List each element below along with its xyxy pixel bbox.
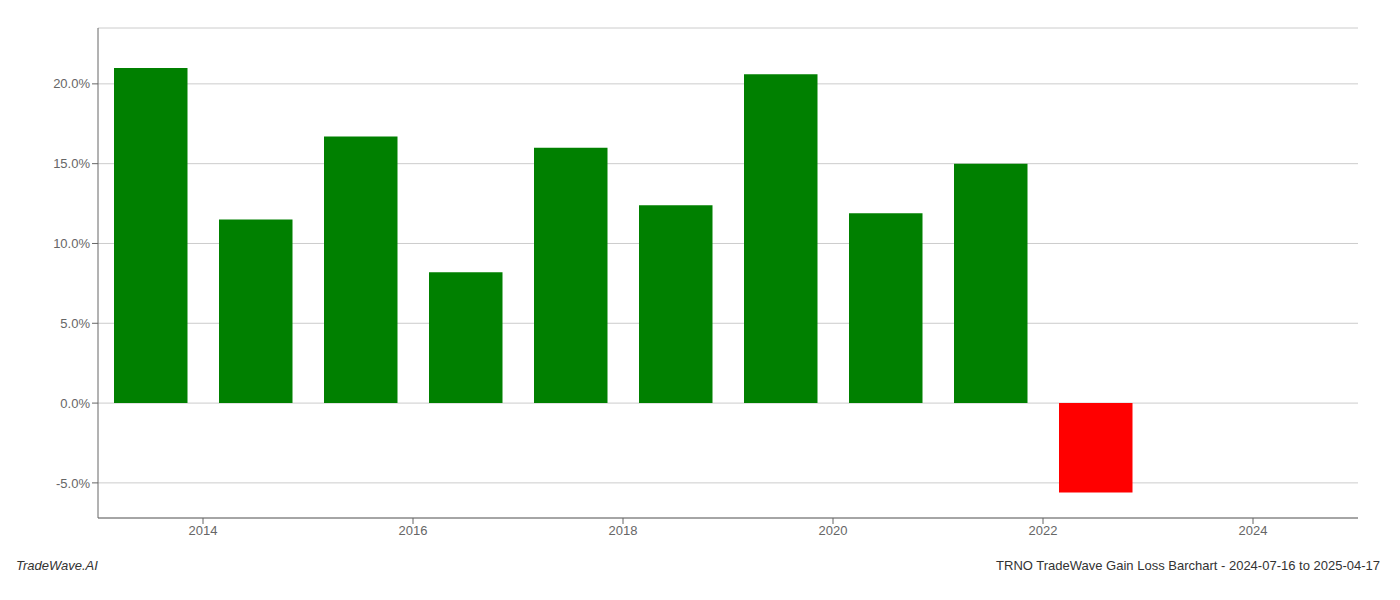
svg-text:5.0%: 5.0% (60, 316, 90, 331)
svg-text:10.0%: 10.0% (53, 236, 90, 251)
svg-text:15.0%: 15.0% (53, 156, 90, 171)
svg-text:2024: 2024 (1239, 523, 1268, 538)
svg-text:2022: 2022 (1029, 523, 1058, 538)
svg-text:-5.0%: -5.0% (56, 476, 90, 491)
svg-text:2018: 2018 (609, 523, 638, 538)
html-text:TradeWave.AI: TradeWave.AI (16, 558, 98, 573)
svg-text:2016: 2016 (399, 523, 428, 538)
svg-text:20.0%: 20.0% (53, 76, 90, 91)
html-text:TRNO TradeWave Gain Loss Barch: TRNO TradeWave Gain Loss Barchart - 2024… (996, 558, 1380, 573)
svg-text:0.0%: 0.0% (60, 396, 90, 411)
svg-text:2020: 2020 (819, 523, 848, 538)
svg-text:2014: 2014 (189, 523, 218, 538)
